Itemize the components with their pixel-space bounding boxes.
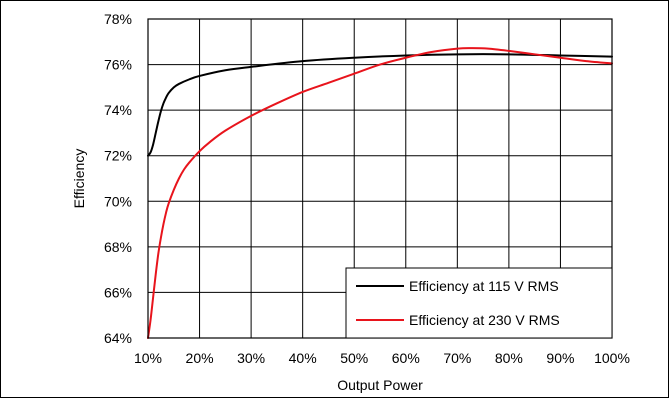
x-tick-label: 60% bbox=[392, 350, 420, 366]
x-tick-label: 80% bbox=[495, 350, 523, 366]
x-tick-label: 10% bbox=[134, 350, 162, 366]
y-tick-label: 78% bbox=[104, 11, 132, 27]
x-tick-label: 70% bbox=[443, 350, 471, 366]
y-tick-label: 68% bbox=[104, 239, 132, 255]
x-tick-labels: 10% 20% 30% 40% 50% 60% 70% 80% 90% 100% bbox=[134, 350, 630, 366]
series-line-115v bbox=[147, 53, 613, 157]
x-tick-label: 100% bbox=[594, 350, 630, 366]
legend: Efficiency at 115 V RMS Efficiency at 23… bbox=[345, 267, 613, 339]
y-tick-label: 70% bbox=[104, 193, 132, 209]
legend-label-115v: Efficiency at 115 V RMS bbox=[409, 278, 559, 294]
y-tick-label: 66% bbox=[104, 284, 132, 300]
x-tick-label: 30% bbox=[237, 350, 265, 366]
series-layer bbox=[147, 47, 613, 339]
y-tick-labels: 64% 66% 68% 70% 72% 74% 76% 78% bbox=[104, 11, 132, 346]
legend-label-230v: Efficiency at 230 V RMS bbox=[409, 312, 560, 328]
x-tick-label: 90% bbox=[546, 350, 574, 366]
y-tick-label: 72% bbox=[104, 148, 132, 164]
y-tick-label: 74% bbox=[104, 102, 132, 118]
y-axis-label: Efficiency bbox=[71, 149, 87, 209]
y-tick-label: 76% bbox=[104, 57, 132, 73]
x-axis-label: Output Power bbox=[337, 377, 423, 393]
legend-box bbox=[345, 267, 613, 339]
series-line-230v bbox=[147, 47, 613, 339]
x-tick-label: 50% bbox=[340, 350, 368, 366]
x-tick-label: 40% bbox=[289, 350, 317, 366]
x-tick-label: 20% bbox=[186, 350, 214, 366]
y-tick-label: 64% bbox=[104, 330, 132, 346]
